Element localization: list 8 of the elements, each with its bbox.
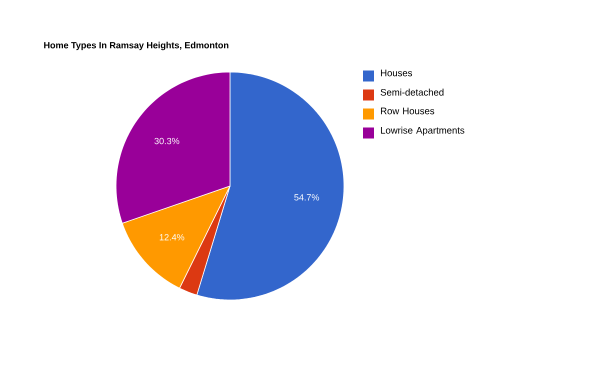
chart-title: Home Types In Ramsay Heights, Edmonton <box>44 42 228 50</box>
data-label: 54.7% <box>294 194 320 201</box>
legend-label: Semi-detached <box>380 88 444 96</box>
legend-label: Row Houses <box>380 108 434 114</box>
legend-label: Houses <box>380 70 412 76</box>
legend-label: Lowrise Apartments <box>380 126 464 136</box>
data-label: 12.4% <box>160 234 184 240</box>
data-label: 30.3% <box>154 138 180 144</box>
